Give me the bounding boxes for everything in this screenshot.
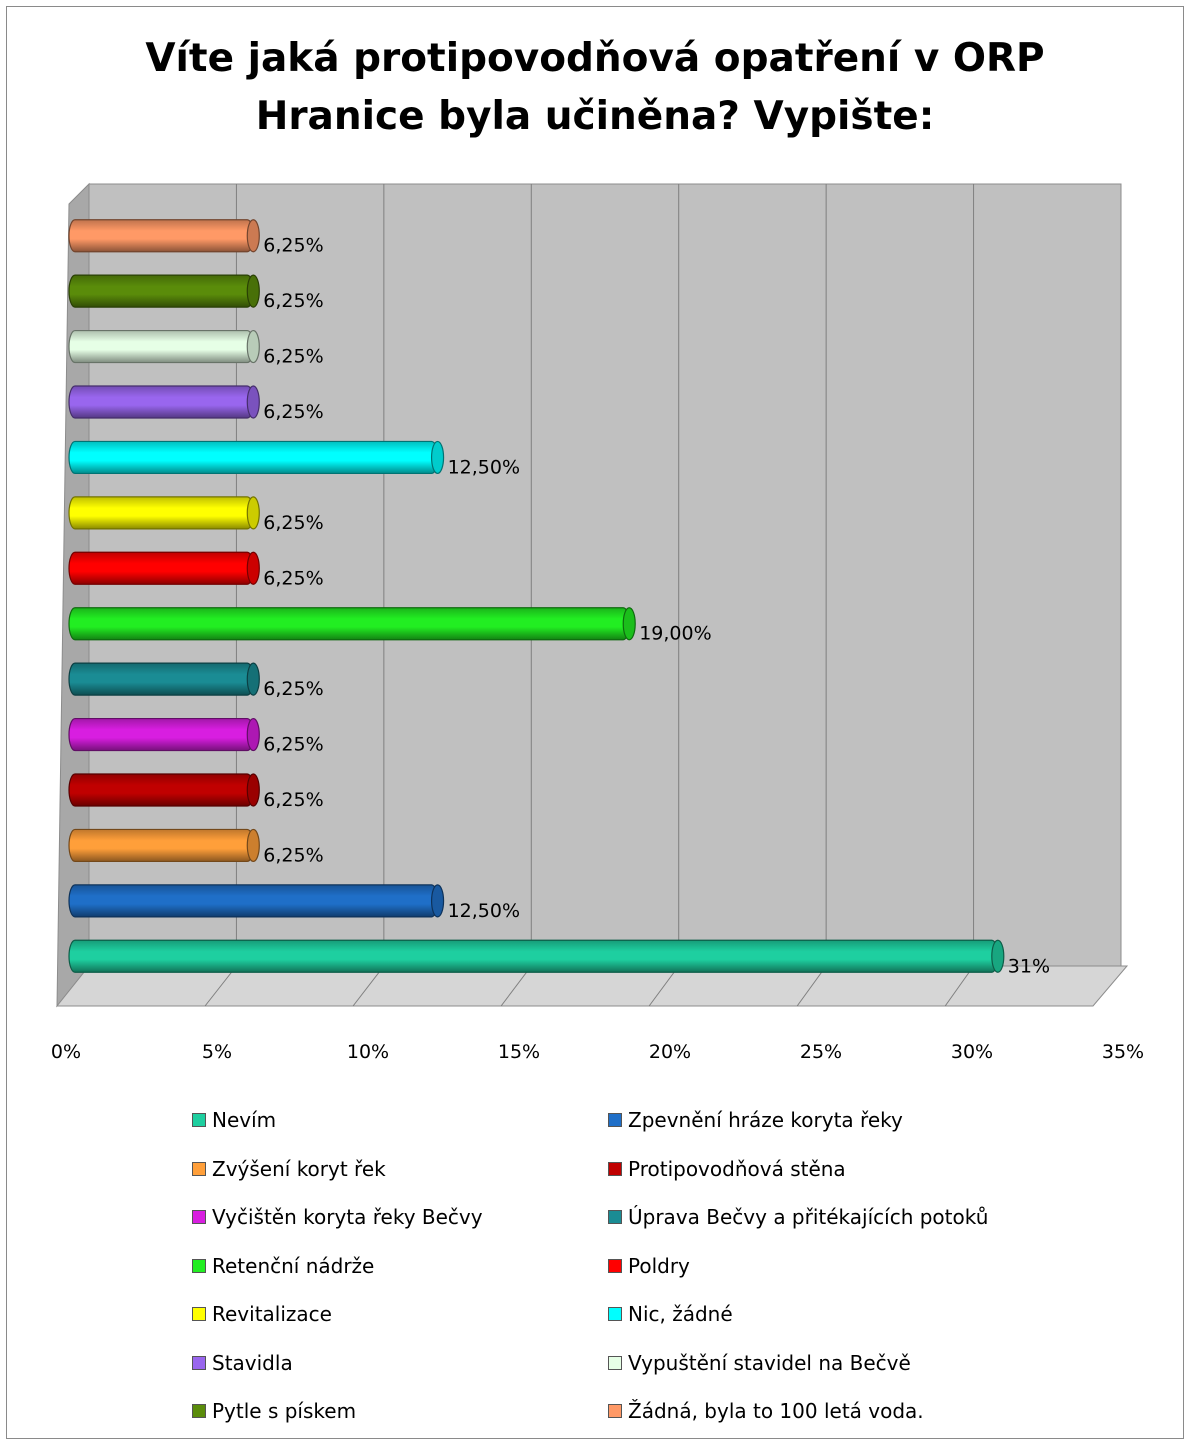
x-tick-label: 20%: [649, 1041, 691, 1063]
x-tick-label: 5%: [202, 1041, 232, 1063]
value-label: 6,25%: [263, 346, 323, 368]
x-tick-label: 10%: [347, 1041, 389, 1063]
value-label: 6,25%: [263, 734, 323, 756]
bar: [68, 274, 260, 308]
x-tick-label: 15%: [498, 1041, 540, 1063]
bar: [68, 607, 636, 641]
bars: [68, 219, 1005, 973]
value-label: 31%: [1008, 955, 1050, 977]
bar: [68, 828, 260, 863]
value-label: 19,00%: [639, 623, 711, 645]
value-label: 6,25%: [263, 290, 323, 312]
bar: [68, 440, 445, 475]
chart-title-line-2: Hranice byla učiněna? Vypište:: [255, 94, 935, 139]
x-tick-label: 35%: [1102, 1041, 1144, 1063]
plot-back-wall: [88, 183, 1122, 967]
value-label: 6,25%: [263, 235, 323, 257]
bar: [68, 884, 445, 918]
x-tick-label: 0%: [51, 1041, 81, 1063]
bar: [68, 939, 1005, 973]
value-label: 6,25%: [263, 401, 323, 423]
value-label: 6,25%: [263, 844, 323, 866]
value-label: 6,25%: [263, 567, 323, 589]
value-label: 6,25%: [263, 789, 323, 811]
x-tick-label: 25%: [800, 1041, 842, 1063]
bar: [68, 551, 260, 585]
bar: [68, 496, 260, 530]
bar: [68, 385, 260, 419]
chart-title-line-1: Víte jaká protipovodňová opatření v ORP: [145, 36, 1045, 81]
bar: [68, 329, 260, 364]
x-tick-label: 30%: [951, 1041, 993, 1063]
bar: [68, 662, 260, 696]
plot-background: [55, 182, 1129, 1008]
value-labels: 31% 12,50% 6,25% 6,25% 6,25% 6,25% 19,00% 6,25%…: [263, 235, 1050, 978]
bar: [68, 717, 260, 752]
value-label: 6,25%: [263, 678, 323, 700]
value-label: 12,50%: [448, 900, 520, 922]
bar: [68, 219, 260, 253]
chart-title: Víte jaká protipovodňová opatření v ORP …: [0, 30, 1190, 146]
value-label: 12,50%: [448, 456, 520, 478]
value-label: 6,25%: [263, 512, 323, 534]
x-axis-ticks: 0% 5% 10% 15% 20% 25% 30% 35%: [51, 1041, 1144, 1063]
bar: [68, 773, 260, 807]
